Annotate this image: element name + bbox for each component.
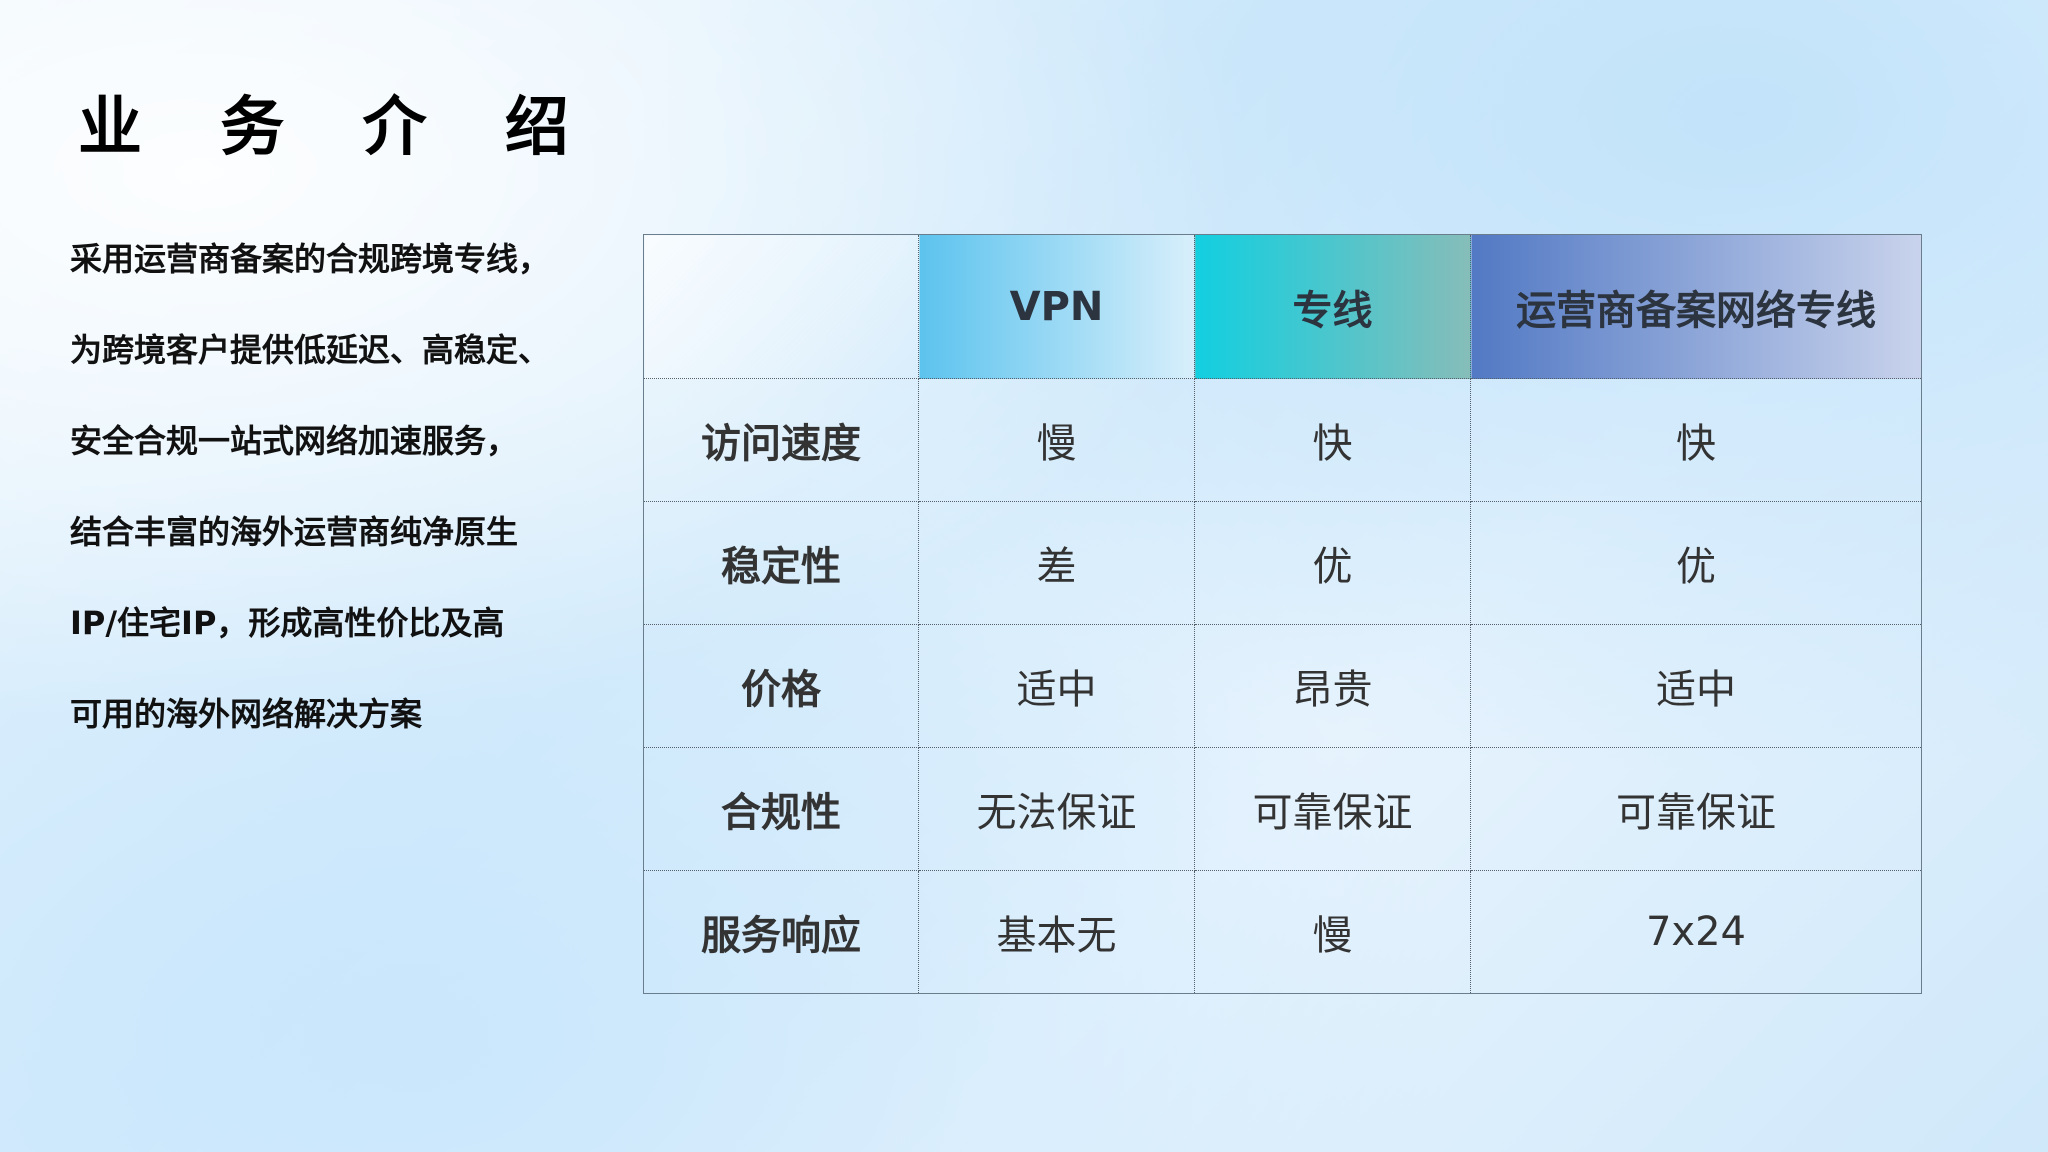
paragraph-line: 结合丰富的海外运营商纯净原生 xyxy=(70,513,519,551)
table-cell: 无法保证 xyxy=(918,747,1195,871)
table-cell: 优 xyxy=(1194,501,1471,625)
table-cell: 差 xyxy=(918,501,1195,625)
table-row: 稳定性 差 优 优 xyxy=(643,501,1922,625)
paragraph-line: 安全合规一站式网络加速服务， xyxy=(70,422,519,460)
header-blank xyxy=(643,234,919,379)
comparison-table: VPN 专线 运营商备案网络专线 访问速度 慢 快 快 稳定性 差 优 优 价格… xyxy=(643,234,1922,994)
row-label: 访问速度 xyxy=(643,378,919,502)
table-cell: 可靠保证 xyxy=(1194,747,1471,871)
table-header-row: VPN 专线 运营商备案网络专线 xyxy=(643,234,1922,379)
paragraph-line: 可用的海外网络解决方案 xyxy=(70,695,423,733)
row-label: 价格 xyxy=(643,624,919,748)
table-cell: 慢 xyxy=(1194,870,1471,994)
row-label: 合规性 xyxy=(643,747,919,871)
row-label: 服务响应 xyxy=(643,870,919,994)
paragraph-line: IP/住宅IP，形成高性价比及高 xyxy=(70,604,505,642)
table-cell: 优 xyxy=(1470,501,1922,625)
row-label: 稳定性 xyxy=(643,501,919,625)
header-dedicated-line: 专线 xyxy=(1194,234,1471,379)
header-vpn: VPN xyxy=(918,234,1195,379)
table-row: 服务响应 基本无 慢 7x24 xyxy=(643,870,1922,994)
table-cell: 慢 xyxy=(918,378,1195,502)
paragraph-line: 采用运营商备案的合规跨境专线， xyxy=(70,240,551,278)
paragraph-line: 为跨境客户提供低延迟、高稳定、 xyxy=(70,331,551,369)
table-cell: 快 xyxy=(1194,378,1471,502)
table-cell: 昂贵 xyxy=(1194,624,1471,748)
table-row: 访问速度 慢 快 快 xyxy=(643,378,1922,502)
table-cell: 快 xyxy=(1470,378,1922,502)
intro-paragraph: 采用运营商备案的合规跨境专线， 为跨境客户提供低延迟、高稳定、 安全合规一站式网… xyxy=(70,236,630,782)
table-cell: 适中 xyxy=(918,624,1195,748)
table-cell: 可靠保证 xyxy=(1470,747,1922,871)
table-row: 价格 适中 昂贵 适中 xyxy=(643,624,1922,748)
table-row: 合规性 无法保证 可靠保证 可靠保证 xyxy=(643,747,1922,871)
header-carrier-line: 运营商备案网络专线 xyxy=(1470,234,1922,379)
table-cell: 适中 xyxy=(1470,624,1922,748)
table-cell: 7x24 xyxy=(1470,870,1922,994)
page-title: 业 务 介 绍 xyxy=(78,91,597,165)
table-cell: 基本无 xyxy=(918,870,1195,994)
